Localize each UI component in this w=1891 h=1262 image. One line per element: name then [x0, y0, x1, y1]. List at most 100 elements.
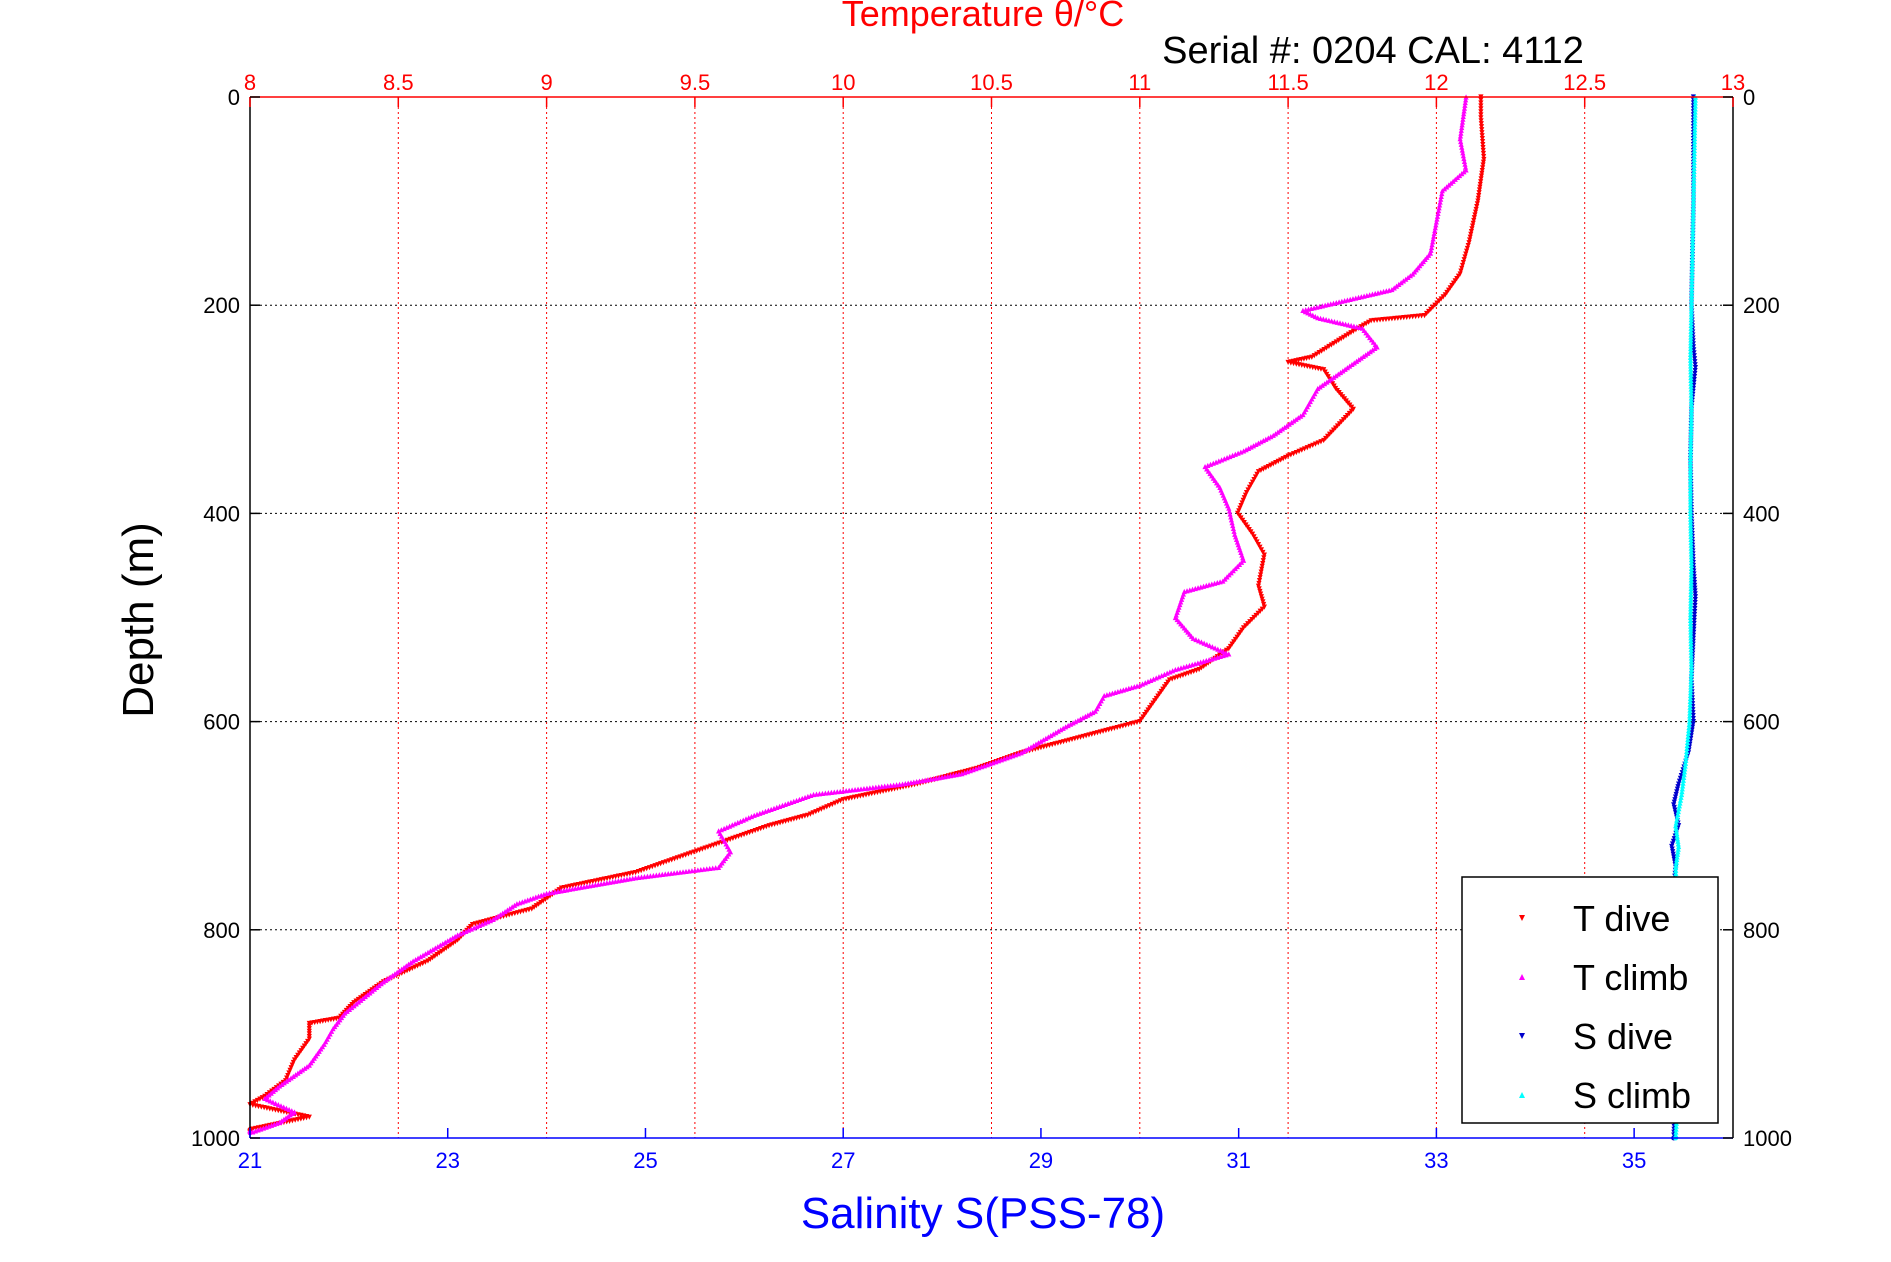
data-point [1675, 784, 1681, 790]
data-point [1255, 542, 1262, 548]
data-point [1257, 544, 1263, 550]
data-point [1688, 314, 1694, 320]
data-point [1479, 170, 1485, 176]
data-point [984, 762, 990, 768]
data-point [1230, 525, 1236, 532]
data-point [1198, 639, 1205, 645]
data-point [1689, 293, 1695, 299]
data-point [1691, 356, 1698, 362]
data-point [1238, 502, 1244, 509]
data-point [1692, 597, 1698, 603]
data-point [441, 947, 447, 953]
data-point [281, 1104, 287, 1110]
bottom-tick-label: 31 [1226, 1148, 1250, 1173]
data-point [1010, 753, 1016, 759]
legend-marker [1519, 974, 1525, 980]
data-point [1687, 357, 1694, 363]
data-point [743, 816, 749, 822]
data-point [1196, 638, 1202, 644]
data-point [1688, 585, 1694, 592]
top-tick-label: 9.5 [680, 70, 711, 95]
data-point [1687, 609, 1694, 615]
data-point [1366, 319, 1372, 325]
data-point [1692, 600, 1698, 606]
data-point [1254, 539, 1260, 545]
data-point [1689, 290, 1695, 296]
data-point [1691, 174, 1697, 180]
data-point [1688, 325, 1694, 331]
data-point [1688, 383, 1694, 389]
data-point [1462, 102, 1468, 108]
data-point [1435, 210, 1441, 217]
data-point [1691, 153, 1697, 160]
data-point [1688, 429, 1694, 436]
data-point [1218, 457, 1225, 463]
data-point [1139, 681, 1146, 687]
data-point [1682, 763, 1688, 769]
data-point [1438, 193, 1444, 199]
left-tick-label: 1000 [191, 1126, 240, 1151]
data-point [1480, 159, 1487, 165]
data-point [1251, 534, 1257, 540]
data-point [748, 813, 755, 820]
data-point [1278, 457, 1284, 463]
data-point [808, 792, 814, 799]
data-point [990, 760, 996, 766]
data-point [1460, 116, 1466, 122]
data-point [1690, 234, 1696, 240]
data-point [1246, 484, 1253, 490]
data-point [1688, 424, 1694, 430]
data-point [1692, 127, 1698, 133]
data-point [490, 916, 496, 922]
data-point [1232, 451, 1238, 457]
data-point [1258, 547, 1265, 553]
data-point [1672, 807, 1678, 813]
data-point [1692, 591, 1698, 597]
data-point [1690, 721, 1696, 728]
data-point [777, 803, 783, 809]
data-point [353, 998, 359, 1004]
data-point [1684, 748, 1690, 754]
data-point [1692, 605, 1698, 612]
data-point [1458, 138, 1464, 145]
data-point [1688, 646, 1694, 652]
data-point [1437, 199, 1443, 205]
data-point [1688, 594, 1694, 600]
data-point [1688, 386, 1694, 392]
data-point [1692, 121, 1698, 127]
data-point [1257, 572, 1264, 578]
data-point [1688, 629, 1694, 635]
data-point [1257, 588, 1263, 595]
data-point [1207, 461, 1214, 467]
data-point [1226, 505, 1232, 511]
data-point [1429, 242, 1435, 248]
data-point [1674, 814, 1680, 820]
data-point [1692, 594, 1699, 600]
data-point [306, 1020, 312, 1027]
data-point [1240, 497, 1246, 503]
data-point [1690, 219, 1696, 225]
data-point [1690, 237, 1696, 243]
data-point [1688, 545, 1694, 551]
data-point [432, 953, 438, 959]
data-point [1688, 661, 1694, 667]
data-point [1256, 586, 1262, 592]
data-point [1216, 458, 1222, 464]
data-point [1692, 106, 1698, 112]
data-point [1692, 97, 1698, 103]
data-point [1688, 548, 1694, 554]
data-point [1688, 565, 1695, 571]
data-point [1670, 851, 1676, 857]
data-point [1674, 830, 1680, 837]
data-point [1687, 476, 1694, 482]
data-point [1150, 676, 1157, 682]
data-point [1692, 359, 1698, 365]
data-point [1687, 701, 1693, 707]
data-point [1458, 268, 1464, 274]
data-point [1690, 210, 1696, 216]
data-point [1674, 856, 1680, 863]
data-point [1677, 800, 1683, 806]
data-point [1164, 670, 1170, 676]
data-point [1684, 745, 1690, 751]
data-point [1430, 239, 1436, 245]
